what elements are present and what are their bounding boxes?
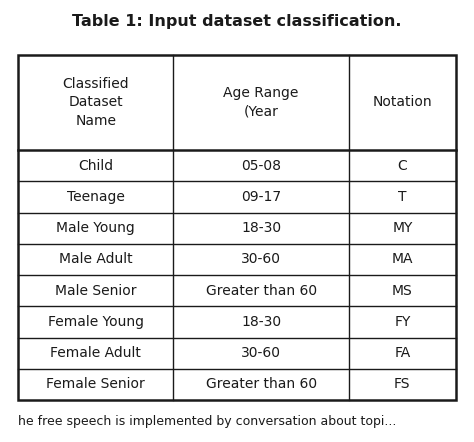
- Text: MY: MY: [392, 221, 412, 235]
- Text: 30-60: 30-60: [241, 252, 281, 267]
- Text: Female Senior: Female Senior: [46, 377, 145, 391]
- Text: FS: FS: [394, 377, 410, 391]
- Text: T: T: [398, 190, 407, 204]
- Text: Male Senior: Male Senior: [55, 284, 137, 297]
- Text: he free speech is implemented by conversation about topi...: he free speech is implemented by convers…: [18, 415, 396, 428]
- Text: 18-30: 18-30: [241, 315, 281, 329]
- Text: Male Adult: Male Adult: [59, 252, 133, 267]
- Text: Classified
Dataset
Name: Classified Dataset Name: [63, 77, 129, 128]
- Text: Age Range
(Year: Age Range (Year: [223, 86, 299, 119]
- Bar: [18, 55, 456, 400]
- Text: C: C: [398, 159, 407, 173]
- Text: Greater than 60: Greater than 60: [206, 284, 317, 297]
- Text: Female Adult: Female Adult: [50, 346, 141, 360]
- Text: FY: FY: [394, 315, 410, 329]
- Text: 09-17: 09-17: [241, 190, 281, 204]
- Text: 18-30: 18-30: [241, 221, 281, 235]
- Text: Female Young: Female Young: [48, 315, 144, 329]
- Text: 05-08: 05-08: [241, 159, 281, 173]
- Text: Child: Child: [78, 159, 113, 173]
- Text: MA: MA: [392, 252, 413, 267]
- Text: FA: FA: [394, 346, 410, 360]
- Text: MS: MS: [392, 284, 413, 297]
- Text: Teenage: Teenage: [67, 190, 125, 204]
- Text: 30-60: 30-60: [241, 346, 281, 360]
- Text: Table 1: Input dataset classification.: Table 1: Input dataset classification.: [72, 14, 402, 29]
- Text: Greater than 60: Greater than 60: [206, 377, 317, 391]
- Text: Male Young: Male Young: [56, 221, 135, 235]
- Text: Notation: Notation: [373, 95, 432, 110]
